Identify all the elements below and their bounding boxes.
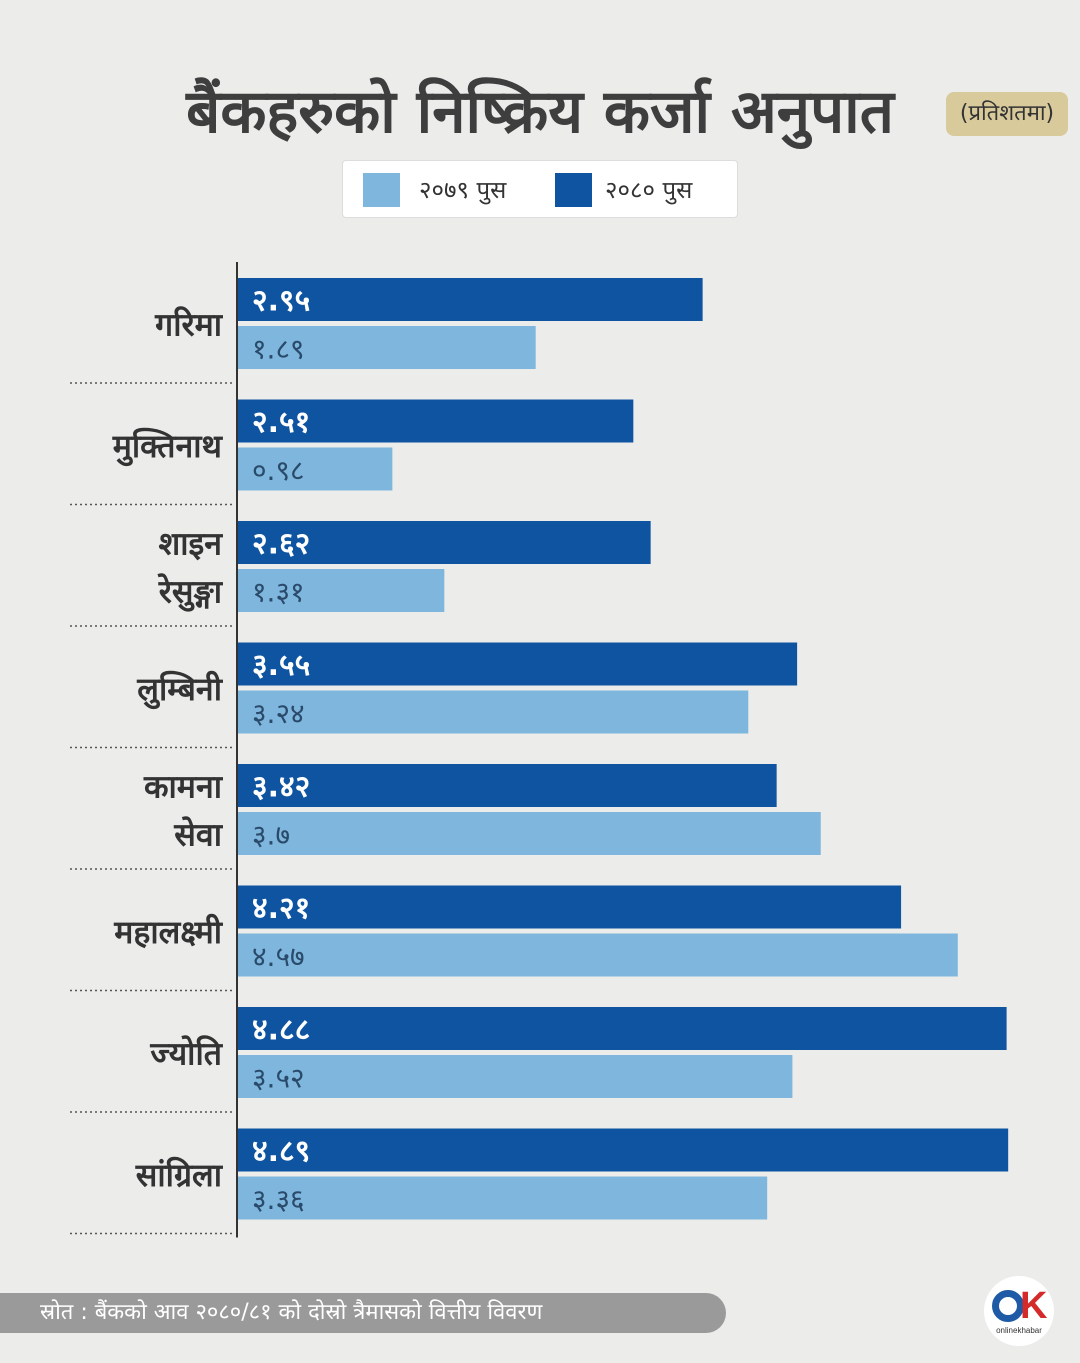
bar-label-2079: १.३१ [252, 576, 305, 609]
bar-label-2079: ३.५२ [252, 1062, 305, 1095]
bar-label-2080: ४.८८ [252, 1013, 310, 1048]
bar-label-2079: ३.२४ [252, 697, 305, 730]
bar-2079 [238, 812, 821, 855]
bar-label-2080: ४.८९ [252, 1134, 310, 1169]
category-label: लुम्बिनी [136, 670, 223, 710]
category-label: कामना [143, 768, 224, 806]
category-label: गरिमा [154, 306, 224, 344]
category-label: सेवा [173, 816, 223, 854]
legend-swatch-2079 [363, 173, 400, 207]
bar-2079 [238, 326, 536, 369]
legend-label-2079: २०७९ पुस [419, 176, 507, 204]
bar-2079 [238, 1176, 768, 1220]
bar-2080 [238, 278, 703, 321]
legend: २०७९ पुस २०८० पुस [342, 160, 738, 218]
bar-label-2079: ३.७ [252, 819, 290, 852]
bar-label-2079: ३.३६ [252, 1183, 305, 1216]
bar-label-2080: ४.२१ [252, 891, 310, 926]
bar-2080 [238, 642, 798, 686]
bar-2080 [238, 1128, 1009, 1172]
bar-2079 [238, 447, 393, 491]
bar-label-2080: २.६२ [252, 527, 310, 562]
bar-label-2080: २.५१ [252, 405, 310, 440]
bar-label-2079: १.८९ [252, 333, 305, 366]
bar-label-2080: २.९५ [252, 284, 310, 319]
source-footer: स्रोत : बैंकको आव २०८०/८१ को दोस्रो त्रै… [0, 1293, 726, 1333]
bar-2080 [238, 521, 651, 564]
category-label: शाइन [158, 525, 223, 563]
bar-2080 [238, 885, 902, 929]
bar-2080 [238, 399, 634, 443]
category-label: महालक्ष्मी [113, 913, 223, 951]
legend-swatch-2080 [555, 173, 592, 207]
bar-2079 [238, 1055, 793, 1098]
logo-text: onlinekhabar [996, 1326, 1042, 1335]
bar-2080 [238, 1007, 1007, 1050]
bar-2079 [238, 933, 958, 977]
bar-2080 [238, 764, 777, 807]
logo-k-mark: K [1020, 1285, 1048, 1327]
unit-badge: (प्रतिशतमा) [946, 92, 1068, 136]
onlinekhabar-logo: K onlinekhabar [984, 1276, 1054, 1346]
bar-2079 [238, 569, 445, 612]
bar-label-2079: ०.९८ [252, 454, 305, 487]
bar-2079 [238, 690, 749, 734]
bar-label-2079: ४.५७ [252, 940, 305, 973]
logo-o-mark [992, 1290, 1024, 1322]
legend-label-2080: २०८० पुस [605, 176, 693, 204]
category-label: रेसुङ्गा [158, 573, 224, 613]
chart-title: बैंकहरुको निष्क्रिय कर्जा अनुपात [186, 77, 894, 147]
category-label: सांग्रिला [135, 1156, 224, 1194]
bar-label-2080: ३.४२ [252, 770, 310, 805]
bar-label-2080: ३.५५ [252, 648, 310, 683]
category-label: मुक्तिनाथ [112, 427, 224, 467]
category-label: ज्योति [149, 1035, 223, 1073]
